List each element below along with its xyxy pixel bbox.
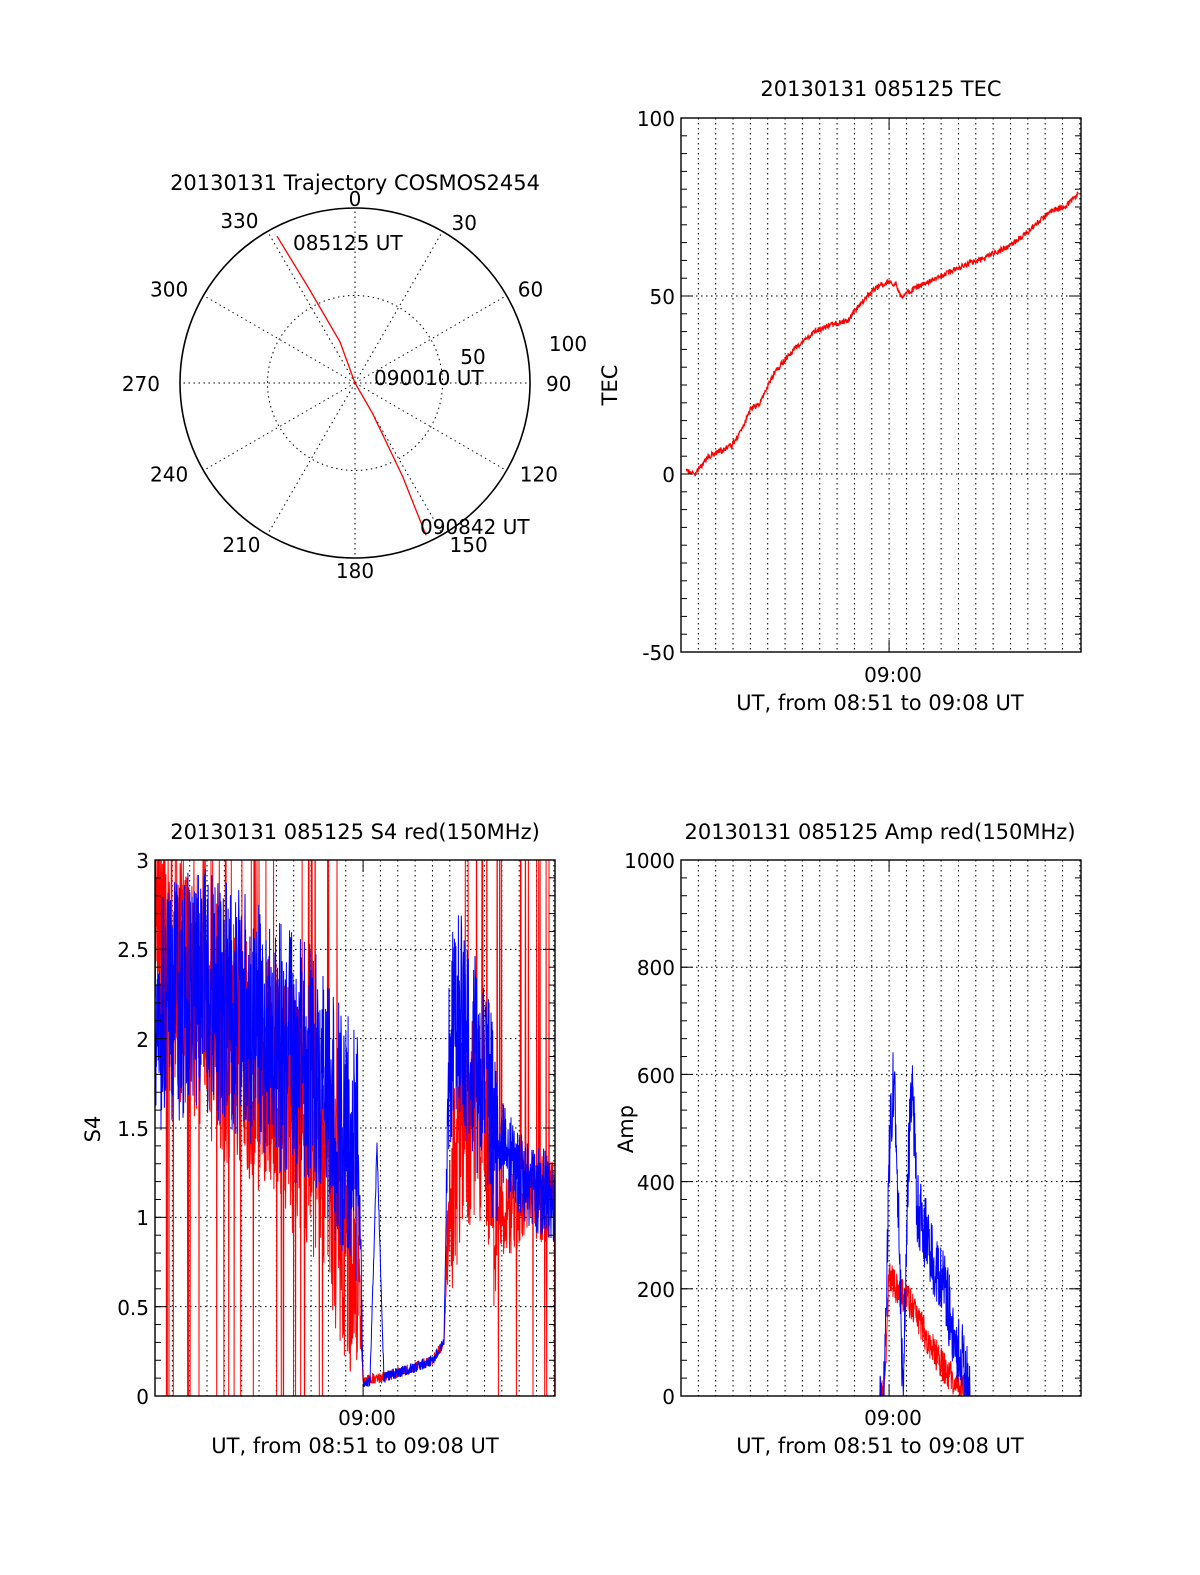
polar-azimuth-label-180: 180	[336, 559, 374, 583]
polar-spoke-30	[354, 231, 443, 384]
amp-grid	[681, 860, 1081, 1396]
amp-ticks	[681, 859, 1081, 1397]
polar-azimuth-label-0: 0	[349, 187, 362, 211]
s4-panel: 20130131 085125 S4 red(150MHz) 3 2.5 2 1…	[81, 820, 556, 1458]
amp-title: 20130131 085125 Amp red(150MHz)	[684, 820, 1075, 844]
polar-panel: 20130131 Trajectory COSMOS2454 0 30 60 90 12…	[122, 171, 587, 583]
amp-ytick-600: 600	[637, 1064, 675, 1088]
s4-xlabel: UT, from 08:51 to 09:08 UT	[211, 1434, 499, 1458]
tec-xtick-0900: 09:00	[864, 663, 922, 687]
polar-azimuth-label-210: 210	[222, 533, 260, 557]
polar-spoke-150	[354, 382, 443, 535]
tec-ytick-50: 50	[650, 285, 675, 309]
tec-series	[685, 191, 1079, 477]
polar-grid	[179, 207, 531, 559]
polar-azimuth-label-30: 30	[452, 211, 477, 235]
polar-spoke-60	[354, 295, 507, 384]
amp-ytick-200: 200	[637, 1278, 675, 1302]
polar-azimuth-label-150: 150	[450, 533, 488, 557]
tec-series-red-line	[685, 191, 1079, 477]
s4-ytick-3: 3	[136, 849, 149, 873]
polar-azimuth-label-90: 90	[546, 372, 571, 396]
polar-azimuth-label-270: 270	[122, 372, 160, 396]
amp-ytick-400: 400	[637, 1171, 675, 1195]
amp-ytick-1000: 1000	[624, 849, 675, 873]
tec-ticks	[681, 117, 1081, 653]
polar-ring-label-50: 50	[460, 345, 485, 369]
amp-series-red-line	[681, 1263, 1081, 1397]
amp-xtick-0900: 09:00	[864, 1406, 922, 1430]
tec-xlabel: UT, from 08:51 to 09:08 UT	[736, 691, 1024, 715]
polar-spoke-210	[267, 382, 356, 535]
polar-spoke-240	[203, 382, 356, 471]
polar-azimuth-labels: 0 30 60 90 120 150 180 210 240 270 300 330	[122, 187, 572, 583]
s4-ytick-1.5: 1.5	[117, 1117, 149, 1141]
polar-azimuth-label-330: 330	[220, 209, 258, 233]
s4-ytick-2: 2	[136, 1028, 149, 1052]
s4-series-blue-line	[154, 868, 556, 1387]
polar-trajectory-line	[276, 235, 427, 536]
tec-ytick-minus50: -50	[642, 641, 675, 665]
amp-series-blue-line	[681, 1052, 1081, 1397]
s4-ticks	[155, 859, 555, 1397]
polar-annotation-start: 085125 UT	[293, 231, 403, 255]
tec-title: 20130131 085125 TEC	[760, 77, 1001, 101]
polar-azimuth-label-120: 120	[520, 463, 558, 487]
polar-azimuth-label-60: 60	[518, 278, 543, 302]
s4-title: 20130131 085125 S4 red(150MHz)	[170, 820, 540, 844]
amp-panel: 20130131 085125 Amp red(150MHz) 1000 800…	[614, 820, 1082, 1458]
s4-xtick-0900: 09:00	[338, 1406, 396, 1430]
tec-ytick-100: 100	[637, 107, 675, 131]
tec-plot-frame	[680, 117, 1082, 653]
polar-azimuth-label-300: 300	[150, 278, 188, 302]
polar-ring-label-100: 100	[549, 332, 587, 356]
polar-title: 20130131 Trajectory COSMOS2454	[170, 171, 540, 195]
amp-plot-frame	[680, 859, 1082, 1397]
polar-spoke-330	[267, 231, 356, 384]
amp-xlabel: UT, from 08:51 to 09:08 UT	[736, 1434, 1024, 1458]
polar-azimuth-label-240: 240	[150, 463, 188, 487]
amp-ylabel: Amp	[614, 1105, 638, 1153]
tec-ylabel: TEC	[598, 365, 622, 407]
polar-inner-ring	[267, 295, 443, 471]
amp-ytick-0: 0	[662, 1385, 675, 1409]
polar-annotation-end: 090842 UT	[420, 515, 530, 539]
s4-ytick-1: 1	[136, 1206, 149, 1230]
s4-ytick-0: 0	[136, 1385, 149, 1409]
tec-panel: 20130131 085125 TEC 100 50 0 -50 09:00 U…	[598, 77, 1082, 715]
tec-ytick-0: 0	[662, 463, 675, 487]
amp-ytick-800: 800	[637, 956, 675, 980]
polar-annotation-mid: 090010 UT	[374, 366, 484, 390]
s4-ytick-0.5: 0.5	[117, 1296, 149, 1320]
s4-series	[154, 859, 556, 1397]
s4-ylabel: S4	[81, 1116, 105, 1143]
polar-spoke-120	[354, 382, 507, 471]
s4-ytick-2.5: 2.5	[117, 938, 149, 962]
amp-series	[681, 1052, 1081, 1397]
tec-grid	[681, 118, 1081, 652]
polar-spoke-300	[203, 295, 356, 384]
polar-outer-ring	[179, 207, 531, 559]
